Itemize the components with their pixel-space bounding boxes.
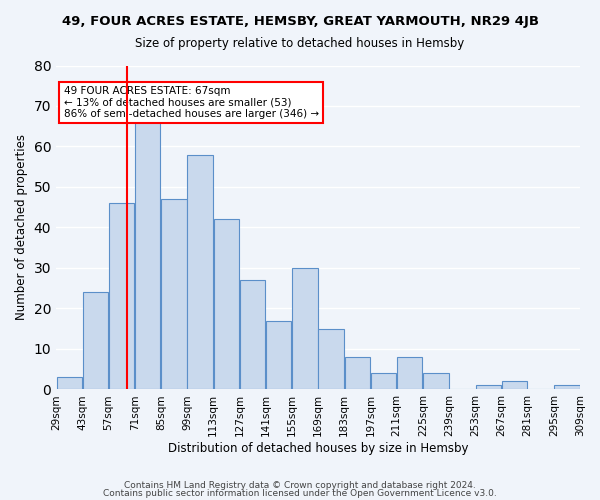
Bar bbox=[397, 357, 422, 390]
Text: Contains public sector information licensed under the Open Government Licence v3: Contains public sector information licen… bbox=[103, 488, 497, 498]
Bar bbox=[423, 374, 449, 390]
Bar bbox=[187, 154, 213, 390]
Bar bbox=[56, 378, 82, 390]
Text: 49 FOUR ACRES ESTATE: 67sqm
← 13% of detached houses are smaller (53)
86% of sem: 49 FOUR ACRES ESTATE: 67sqm ← 13% of det… bbox=[64, 86, 319, 119]
Bar bbox=[292, 268, 317, 390]
Bar bbox=[83, 292, 108, 390]
Bar bbox=[344, 357, 370, 390]
Text: Size of property relative to detached houses in Hemsby: Size of property relative to detached ho… bbox=[136, 38, 464, 51]
Bar bbox=[554, 386, 580, 390]
Bar bbox=[476, 386, 501, 390]
Bar bbox=[214, 220, 239, 390]
Bar bbox=[502, 382, 527, 390]
Y-axis label: Number of detached properties: Number of detached properties bbox=[15, 134, 28, 320]
Bar bbox=[371, 374, 396, 390]
Text: Contains HM Land Registry data © Crown copyright and database right 2024.: Contains HM Land Registry data © Crown c… bbox=[124, 481, 476, 490]
Bar bbox=[319, 328, 344, 390]
Bar bbox=[135, 118, 160, 390]
Bar bbox=[109, 203, 134, 390]
X-axis label: Distribution of detached houses by size in Hemsby: Distribution of detached houses by size … bbox=[168, 442, 468, 455]
Bar bbox=[161, 199, 187, 390]
Bar bbox=[240, 280, 265, 390]
Text: 49, FOUR ACRES ESTATE, HEMSBY, GREAT YARMOUTH, NR29 4JB: 49, FOUR ACRES ESTATE, HEMSBY, GREAT YAR… bbox=[62, 15, 539, 28]
Bar bbox=[266, 320, 292, 390]
